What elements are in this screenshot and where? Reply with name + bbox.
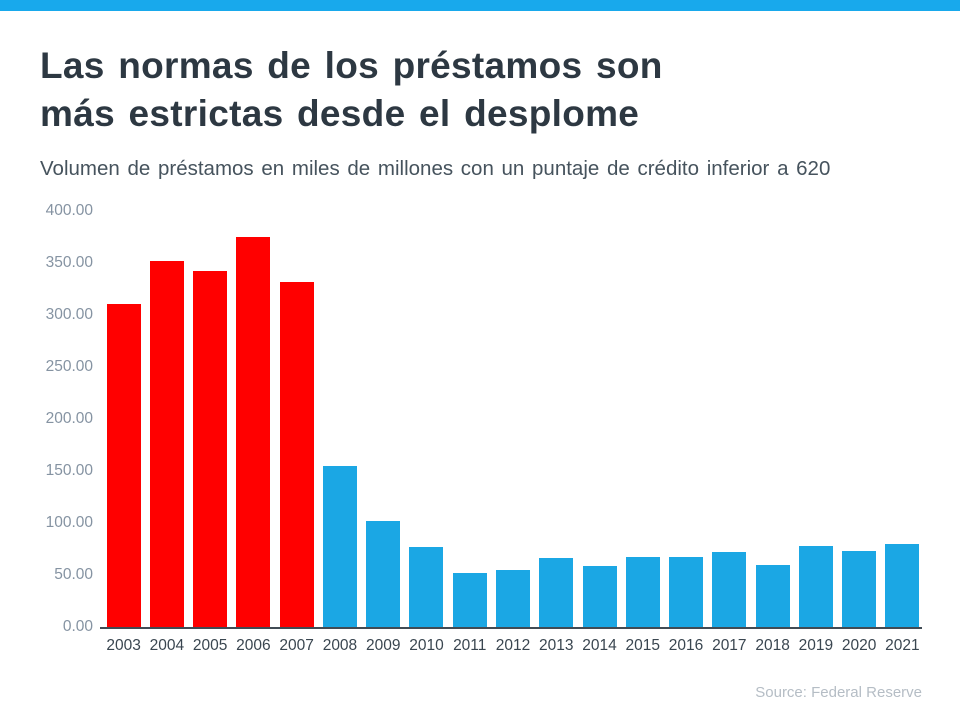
x-axis-tick-label-2007: 2007 (279, 637, 314, 654)
x-axis-tick-label-2012: 2012 (495, 637, 531, 654)
x-axis-tick-label-2020: 2020 (841, 637, 877, 654)
bar-2013 (539, 558, 574, 627)
bar-2018 (755, 564, 790, 627)
page-title-line1: Las normas de los préstamos son (40, 45, 663, 86)
source-attribution: Source: Federal Reserve (755, 684, 922, 701)
bar-2012 (496, 569, 530, 627)
x-axis-tick-label-2019: 2019 (798, 637, 834, 654)
x-axis-tick-label-2009: 2009 (365, 637, 401, 654)
page-title: Las normas de los préstamos son más estri… (40, 42, 663, 138)
x-axis-tick-label-2003: 2003 (106, 637, 141, 654)
bar-2010 (409, 546, 444, 627)
x-axis-tick-label-2011: 2011 (453, 637, 487, 654)
x-axis-tick-label-2004: 2004 (149, 637, 185, 654)
x-axis-tick-label-2016: 2016 (668, 637, 704, 654)
bar-2015 (625, 557, 660, 627)
x-axis-tick-label-2010: 2010 (409, 637, 444, 654)
y-axis-tick-label: 50.00 (54, 566, 93, 583)
bar-2008 (322, 465, 357, 627)
x-axis-line (100, 627, 922, 629)
bar-2006 (236, 237, 271, 627)
page-title-line2: más estrictas desde el desplome (40, 93, 640, 134)
x-axis-tick-label-2021: 2021 (885, 637, 920, 654)
x-axis-tick-label-2015: 2015 (625, 637, 661, 654)
y-axis-tick-label: 350.00 (45, 254, 93, 271)
chart-subtitle: Volumen de préstamos en miles de millone… (40, 157, 831, 180)
x-axis-tick-label-2014: 2014 (582, 637, 617, 654)
bar-2004 (149, 260, 184, 627)
y-axis-tick-label: 300.00 (45, 306, 93, 323)
x-axis-tick-label-2006: 2006 (236, 637, 271, 654)
x-axis-tick-label-2013: 2013 (539, 637, 574, 654)
bar-2007 (279, 281, 314, 627)
bar-2019 (798, 545, 833, 627)
y-axis-tick-label: 150.00 (45, 462, 93, 479)
y-axis-tick-label: 100.00 (45, 514, 93, 531)
x-axis-tick-label-2008: 2008 (322, 637, 358, 654)
x-axis-tick-label-2005: 2005 (192, 637, 228, 654)
bar-2014 (582, 565, 617, 627)
x-axis-tick-label-2018: 2018 (755, 637, 790, 654)
bar-2016 (669, 557, 704, 627)
y-axis-tick-label: 200.00 (45, 410, 93, 427)
bar-2020 (842, 551, 877, 627)
x-axis-tick-label-2017: 2017 (712, 637, 747, 654)
y-axis-tick-label: 400.00 (45, 202, 93, 219)
y-axis-tick-label: 250.00 (45, 358, 93, 375)
bar-2005 (193, 271, 228, 627)
bar-2021 (885, 543, 920, 627)
bar-2017 (712, 552, 747, 627)
top-accent-bar (0, 0, 960, 11)
bar-2011 (452, 572, 487, 627)
bar-2009 (366, 520, 401, 627)
y-axis-tick-label: 0.00 (62, 618, 93, 635)
bar-2003 (106, 303, 141, 627)
